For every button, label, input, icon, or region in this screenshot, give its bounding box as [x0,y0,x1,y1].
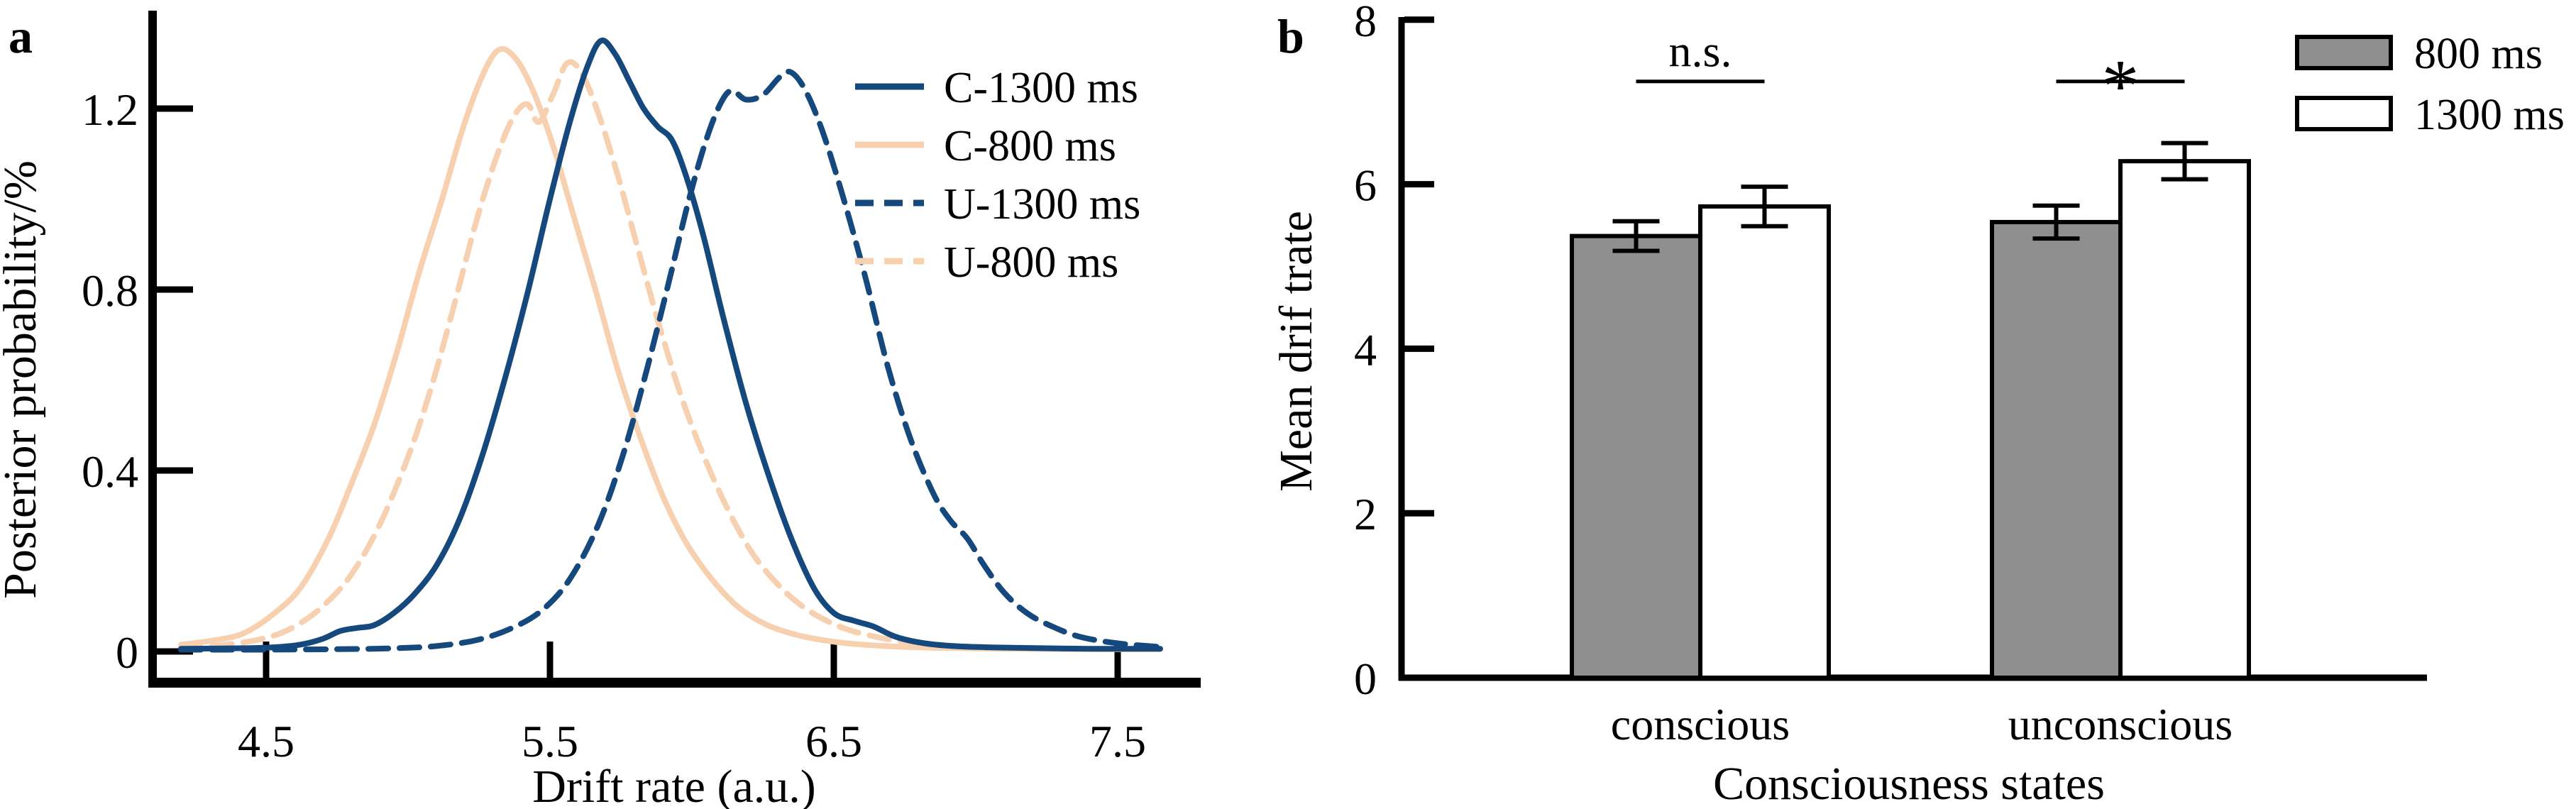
panel-a-x-tick-label: 4.5 [238,716,295,766]
panel-b-y-tick-label: 6 [1354,160,1377,211]
panel-a-curves [178,37,1163,653]
panel-a-legend: C-1300 ms C-800 ms U-1300 ms U-800 ms [855,64,1140,287]
panel-a-x-tick-label: 6.5 [805,716,862,766]
panel-a-y-tick-label: 0.4 [82,446,138,497]
panel-b-legend: 800 ms 1300 ms [2295,30,2565,139]
panel-b-error-bars [1612,141,2208,253]
panel-a-letter: a [9,9,33,63]
panel-a: a 4.5 5.5 6.5 7.5 0 0.4 0.8 1.2 C-1300 ms C-800 … [0,9,1201,809]
panel-a-x-tick-label: 5.5 [522,716,578,766]
density-curve-c-800ms [178,45,1163,652]
legend-label-u-1300ms: U-1300 ms [944,180,1140,229]
legend-label-c-1300ms: C-1300 ms [944,64,1138,112]
sig-label-conscious: n.s. [1669,26,1732,77]
panel-b-significance: n.s. * [1636,26,2185,128]
panel-b-bars [1570,159,2251,680]
panel-a-y-tick-label: 0 [116,627,138,678]
density-curve-u-1300ms [178,68,1163,653]
legend-swatch-1300ms [2295,96,2393,131]
category-label-conscious: conscious [1611,699,1790,749]
legend-swatch-800ms [2295,35,2393,70]
legend-label-c-800ms: C-800 ms [944,122,1116,170]
density-curve-c-1300ms [178,37,1163,652]
legend-label-1300ms: 1300 ms [2414,91,2565,139]
panel-a-x-tick-label: 7.5 [1089,716,1146,766]
panel-b-y-tick-label: 8 [1354,0,1377,46]
panel-b: b 0 2 4 6 8 n.s. * 800 ms 1300 ms conscious unc… [1270,0,2565,809]
panel-b-y-axis-title: Mean drif trate [1270,211,1322,492]
sig-label-unconscious: * [2102,45,2140,128]
panel-b-y-tick-label: 2 [1354,489,1377,539]
panel-b-y-tick-label: 0 [1354,654,1377,704]
bar-conscious-800ms [1570,233,1702,680]
bar-conscious-1300ms [1698,204,1831,680]
panel-a-y-axis-title: Posterior probability/% [0,160,46,599]
panel-b-category-labels: conscious unconscious [1611,699,2233,749]
category-label-unconscious: unconscious [2008,699,2233,749]
density-curve-u-800ms [178,59,1163,652]
panel-a-y-tick-label: 1.2 [82,84,138,135]
panel-b-y-tick-label: 4 [1354,324,1377,375]
bar-unconscious-800ms [1990,219,2123,680]
legend-label-800ms: 800 ms [2414,30,2543,78]
panel-a-y-tick-label: 0.8 [82,265,138,316]
panel-a-x-axis-title: Drift rate (a.u.) [532,761,815,809]
panel-b-ticks: 0 2 4 6 8 [1354,0,1434,704]
panel-b-x-axis-title: Consciousness states [1713,758,2105,809]
panel-b-letter: b [1277,9,1304,63]
legend-label-u-800ms: U-800 ms [944,238,1118,287]
panel-a-ticks: 4.5 5.5 6.5 7.5 0 0.4 0.8 1.2 [82,84,1146,766]
bar-unconscious-1300ms [2118,159,2251,680]
